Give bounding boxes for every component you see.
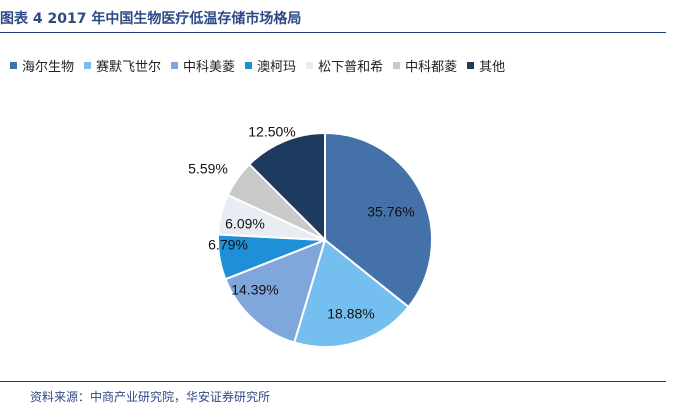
legend-swatch bbox=[10, 61, 17, 69]
legend-swatch bbox=[393, 61, 401, 69]
legend-item: 中科都菱 bbox=[393, 56, 457, 75]
slice-label: 5.59% bbox=[188, 161, 228, 177]
source-note: 资料来源：中商产业研究院，华安证券研究所 bbox=[30, 390, 271, 404]
chart-title: 图表 4 2017 年中国生物医疗低温存储市场格局 bbox=[0, 11, 302, 27]
legend-item: 海尔生物 bbox=[10, 56, 74, 75]
pie-slice-2 bbox=[292, 238, 410, 348]
legend-swatch bbox=[467, 61, 475, 69]
legend-label: 海尔生物 bbox=[22, 59, 75, 75]
legend-item: 其他 bbox=[467, 56, 505, 75]
pie-slice-7 bbox=[247, 131, 326, 243]
slice-label: 14.39% bbox=[231, 282, 278, 298]
footer-rule bbox=[0, 381, 666, 382]
slice-label: 6.79% bbox=[208, 237, 248, 253]
legend-label: 中科都菱 bbox=[405, 59, 458, 75]
slice-label: 18.88% bbox=[327, 306, 374, 322]
pie-slices bbox=[217, 131, 433, 348]
legend-item: 中科美菱 bbox=[171, 56, 235, 75]
legend-label: 其他 bbox=[479, 59, 506, 75]
pie-labels: 35.76% 18.88% 14.39% 6.79% 6.09% 5.59% 1… bbox=[188, 124, 415, 322]
slice-label: 12.50% bbox=[248, 124, 295, 140]
chart-legend: 海尔生物 赛默飞世尔 中科美菱 澳柯玛 松下普和希 中科都菱 其他 bbox=[10, 56, 670, 75]
legend-swatch bbox=[306, 61, 314, 69]
legend-item: 赛默飞世尔 bbox=[84, 56, 161, 75]
legend-swatch bbox=[171, 61, 179, 69]
legend-label: 松下普和希 bbox=[318, 59, 384, 75]
legend-label: 中科美菱 bbox=[183, 59, 236, 75]
legend-item: 松下普和希 bbox=[306, 56, 383, 75]
slice-label: 35.76% bbox=[367, 204, 414, 220]
legend-swatch bbox=[245, 61, 253, 69]
title-rule bbox=[0, 32, 666, 33]
legend-label: 澳柯玛 bbox=[257, 59, 297, 75]
legend-label: 赛默飞世尔 bbox=[96, 59, 162, 75]
legend-item: 澳柯玛 bbox=[245, 56, 296, 75]
pie-slice-3 bbox=[224, 238, 327, 344]
legend-swatch bbox=[84, 61, 92, 69]
pie-slice-1 bbox=[324, 131, 433, 309]
slice-label: 6.09% bbox=[225, 216, 265, 232]
